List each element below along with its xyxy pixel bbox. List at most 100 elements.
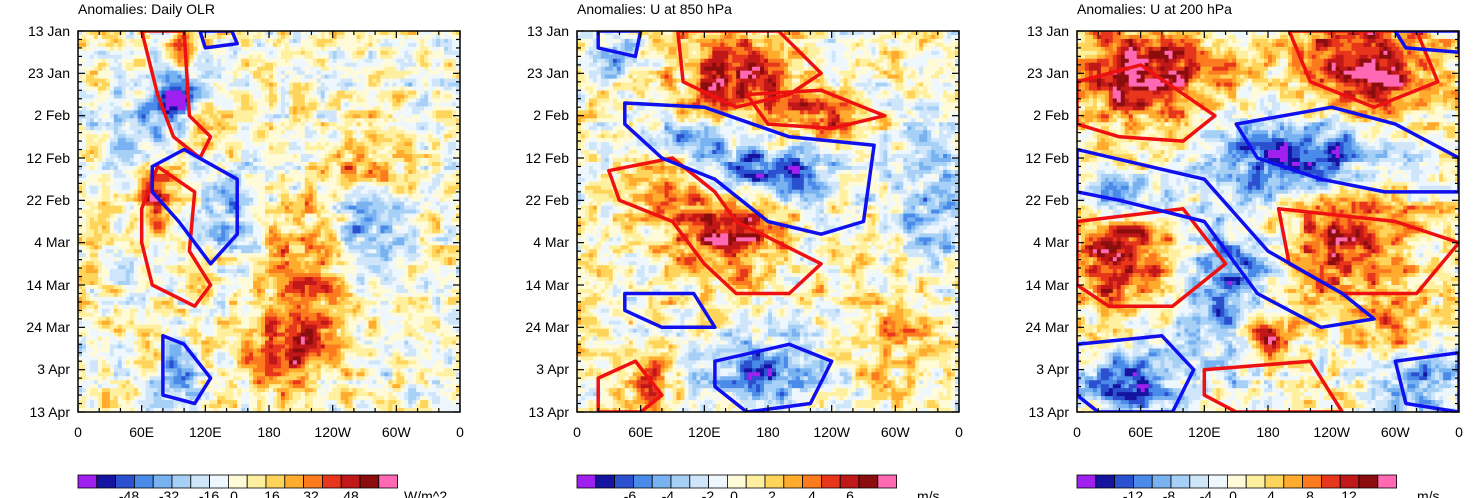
field-cell bbox=[241, 90, 246, 96]
field-cell bbox=[444, 185, 449, 191]
field-cell bbox=[364, 54, 370, 60]
field-cell bbox=[456, 110, 460, 115]
field-cell bbox=[304, 130, 310, 135]
field-cell bbox=[452, 78, 457, 84]
field-cell bbox=[121, 229, 127, 235]
field-cell bbox=[448, 86, 453, 92]
field-cell bbox=[348, 106, 354, 111]
field-cell bbox=[165, 58, 171, 64]
field-cell bbox=[193, 70, 198, 76]
field-cell bbox=[452, 142, 457, 147]
field-cell bbox=[85, 221, 91, 227]
field-cell bbox=[356, 38, 362, 44]
field-cell bbox=[372, 197, 378, 203]
field-cell bbox=[272, 74, 278, 80]
field-cell bbox=[109, 189, 115, 195]
field-cell bbox=[181, 118, 187, 123]
field-cell bbox=[408, 130, 413, 135]
field-cell bbox=[288, 94, 294, 100]
field-cell bbox=[404, 154, 409, 159]
field-cell bbox=[249, 50, 254, 56]
field-cell bbox=[360, 213, 366, 219]
field-cell bbox=[432, 110, 437, 115]
field-cell bbox=[93, 70, 99, 76]
field-cell bbox=[372, 46, 378, 52]
field-cell bbox=[257, 197, 262, 203]
field-cell bbox=[265, 58, 270, 64]
field-cell bbox=[444, 31, 449, 36]
field-cell bbox=[392, 62, 397, 68]
field-cell bbox=[265, 158, 270, 163]
field-cell bbox=[380, 34, 385, 40]
field-cell bbox=[81, 50, 87, 56]
field-cell bbox=[213, 138, 218, 143]
field-cell bbox=[217, 82, 222, 88]
field-cell bbox=[241, 122, 246, 127]
field-cell bbox=[308, 58, 314, 64]
field-cell bbox=[336, 74, 342, 80]
field-cell bbox=[416, 138, 421, 143]
field-cell bbox=[85, 130, 91, 135]
field-cell bbox=[89, 98, 95, 104]
field-cell bbox=[153, 173, 159, 179]
field-cell bbox=[221, 201, 226, 207]
field-cell bbox=[201, 58, 206, 64]
field-cell bbox=[153, 114, 159, 119]
field-cell bbox=[456, 118, 460, 123]
field-cell bbox=[420, 161, 425, 167]
field-cell bbox=[432, 54, 437, 60]
field-cell bbox=[316, 217, 322, 223]
field-cell bbox=[181, 114, 187, 119]
field-cell bbox=[217, 205, 222, 211]
field-cell bbox=[308, 70, 314, 76]
field-cell bbox=[396, 122, 401, 127]
field-cell bbox=[141, 62, 147, 68]
field-cell bbox=[177, 102, 183, 108]
field-cell bbox=[109, 58, 115, 64]
field-cell bbox=[416, 193, 421, 199]
field-cell bbox=[400, 158, 405, 163]
field-cell bbox=[420, 193, 425, 199]
field-cell bbox=[372, 185, 378, 191]
field-cell bbox=[141, 158, 147, 163]
field-cell bbox=[400, 201, 405, 207]
field-cell bbox=[85, 62, 91, 68]
field-cell bbox=[356, 205, 362, 211]
field-cell bbox=[352, 161, 358, 167]
field-cell bbox=[424, 197, 429, 203]
field-cell bbox=[288, 126, 294, 131]
field-cell bbox=[245, 98, 250, 104]
field-cell bbox=[300, 221, 306, 227]
field-cell bbox=[249, 66, 254, 72]
field-cell bbox=[221, 181, 226, 187]
field-cell bbox=[412, 205, 417, 211]
field-cell bbox=[332, 173, 338, 179]
field-cell bbox=[440, 62, 445, 68]
field-cell bbox=[308, 146, 314, 151]
field-cell bbox=[276, 70, 282, 76]
field-cell bbox=[125, 38, 131, 44]
field-cell bbox=[109, 82, 115, 88]
field-cell bbox=[284, 54, 290, 60]
field-cell bbox=[217, 150, 222, 155]
field-cell bbox=[328, 78, 334, 84]
field-cell bbox=[452, 169, 457, 175]
field-cell bbox=[276, 193, 282, 199]
field-cell bbox=[101, 118, 107, 123]
field-cell bbox=[101, 114, 107, 119]
field-cell bbox=[165, 106, 171, 111]
field-cell bbox=[201, 142, 206, 147]
field-cell bbox=[153, 66, 159, 72]
field-cell bbox=[169, 201, 175, 207]
field-cell bbox=[261, 221, 266, 227]
field-cell bbox=[249, 31, 254, 36]
field-cell bbox=[360, 146, 366, 151]
field-cell bbox=[89, 221, 95, 227]
field-cell bbox=[368, 31, 374, 36]
field-cell bbox=[197, 58, 202, 64]
field-cell bbox=[452, 201, 457, 207]
field-cell bbox=[213, 110, 218, 115]
field-cell bbox=[145, 197, 151, 203]
field-cell bbox=[249, 42, 254, 48]
field-cell bbox=[328, 181, 334, 187]
